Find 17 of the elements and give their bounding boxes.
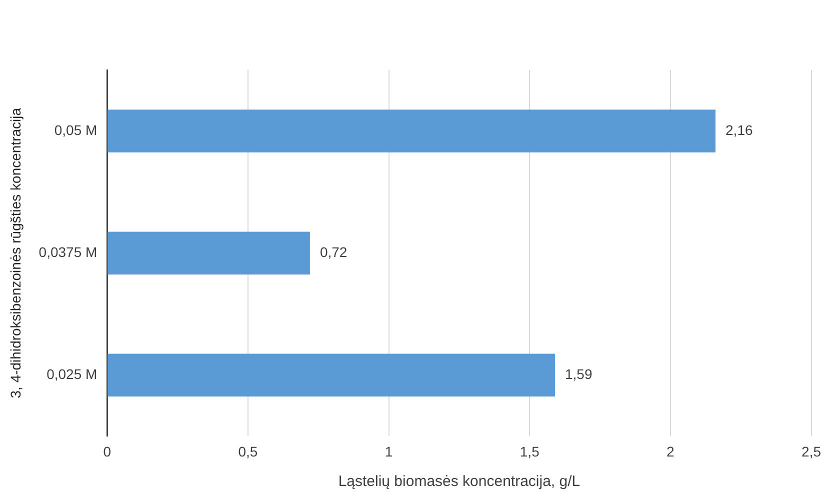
x-tick-label: 2,5 xyxy=(802,443,822,460)
x-tick-label: 1,5 xyxy=(520,443,540,460)
x-tick-label: 1 xyxy=(384,443,393,460)
bar xyxy=(108,110,716,152)
x-tick-label: 0 xyxy=(103,443,112,460)
data-label: 1,59 xyxy=(564,366,592,382)
y-axis-title: 3, 4-dihidroksibenzoinės rūgšties koncentracija xyxy=(7,108,24,398)
y-tick-label: 0,0375 M xyxy=(38,244,98,260)
bar xyxy=(108,354,555,397)
y-tick-label: 0,05 M xyxy=(54,122,98,138)
y-tick-label: 0,025 M xyxy=(46,366,98,382)
x-tick-label: 0,5 xyxy=(238,443,258,460)
data-label: 0,72 xyxy=(320,244,348,260)
x-axis-title: Ląstelių biomasės koncentracija, g/L xyxy=(338,473,580,490)
bar xyxy=(108,232,310,274)
x-tick-label: 2 xyxy=(666,443,675,460)
data-label: 2,16 xyxy=(726,122,753,138)
